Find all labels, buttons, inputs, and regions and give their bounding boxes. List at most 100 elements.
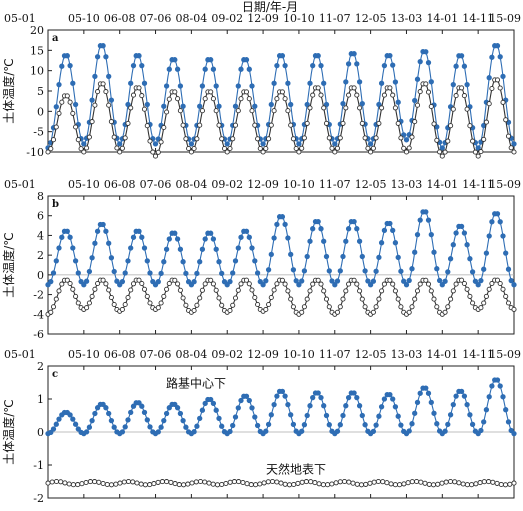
data-point [130,403,137,409]
data-point [461,393,468,399]
data-point [333,480,339,486]
data-point [345,226,352,232]
data-point [261,480,267,486]
data-point [392,288,398,294]
y-tick-label: -1 [33,459,44,472]
data-point [390,281,396,287]
data-point [235,245,241,251]
data-point [199,108,205,114]
data-point [370,145,376,151]
data-point [409,266,415,272]
data-point [87,479,93,485]
x-tick-label: 05-01 [4,178,36,191]
data-point [94,228,101,234]
data-point [481,136,487,142]
data-point [439,153,445,159]
data-point [500,73,506,80]
data-point [458,388,465,395]
data-point [139,93,145,99]
data-point [481,300,487,306]
data-point [188,141,195,147]
data-point [141,286,148,292]
data-point [81,141,87,147]
data-point [318,92,324,98]
data-point [503,117,509,123]
data-point [320,482,326,488]
data-point [334,428,341,434]
data-point [481,479,487,485]
data-point [346,281,352,287]
data-point [180,259,186,265]
data-point [459,85,465,91]
data-point [53,104,59,110]
data-point [387,220,393,227]
data-point [494,211,501,217]
data-point [490,479,496,485]
data-point [285,108,291,114]
x-tick-label: 05-01 [4,348,36,361]
data-point [136,277,142,283]
data-point [48,429,54,436]
data-point [443,479,449,485]
data-point [271,287,277,293]
data-point [84,305,90,311]
data-point [337,422,343,428]
data-point [431,410,437,416]
data-point [59,63,65,69]
data-point [139,62,145,69]
y-tick-label: 2 [37,360,44,373]
panels: 05-01 05-10 06-08 07-06 08-04 09-02 12-09 10-10… [1,12,521,505]
data-point [128,245,134,251]
data-point [216,259,222,265]
data-point [436,277,443,284]
data-point [296,282,302,288]
data-point [144,293,150,299]
data-point [166,236,172,242]
data-point [147,424,153,430]
data-point [260,282,266,288]
data-point [181,482,187,488]
data-point [422,480,428,486]
data-point [406,309,412,315]
series-line [47,378,515,435]
data-point [271,401,277,408]
data-point [367,141,374,147]
annotation-embankment: 路基中心下 [166,375,226,390]
data-point [45,480,51,486]
data-point [380,479,386,485]
data-point [431,249,437,255]
data-point [208,396,214,403]
series-line [47,43,515,149]
data-point [103,228,109,234]
data-point [252,414,258,420]
data-point [461,230,468,236]
data-point [100,401,106,408]
data-point [359,100,365,107]
data-point [403,282,410,288]
data-point [249,287,255,293]
data-point [155,305,161,311]
data-point [128,287,134,293]
data-point [423,385,429,391]
data-point [139,403,145,409]
data-point [381,281,387,287]
x-tick-label: 05-10 [68,178,100,191]
series-line [47,210,515,286]
data-point [299,145,305,151]
data-point [318,62,324,69]
data-point [257,481,263,487]
x-tick-label: 12-05 [355,178,387,191]
data-point [362,268,368,274]
data-point [191,429,197,435]
data-point [442,278,448,284]
data-point [164,479,170,485]
data-point [202,96,208,102]
data-point [350,480,356,486]
data-point [486,286,492,292]
data-point [489,383,495,389]
data-point [337,304,343,310]
data-point [376,413,382,419]
data-point [202,66,208,72]
data-point [216,295,222,301]
